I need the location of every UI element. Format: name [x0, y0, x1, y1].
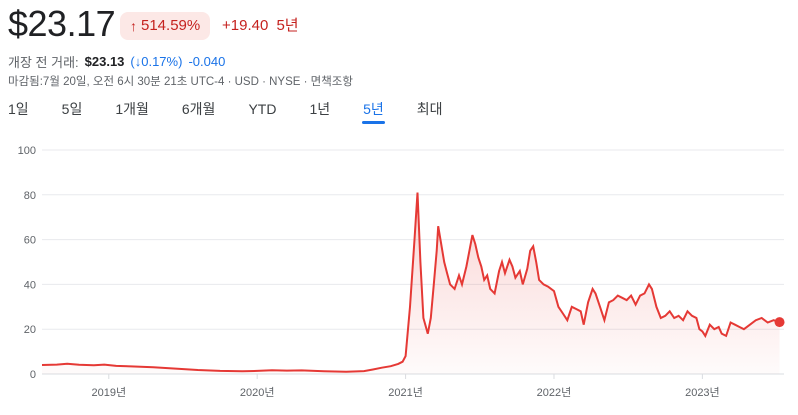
y-tick-label: 0 — [30, 369, 36, 381]
x-tick-label: 2021년 — [388, 386, 423, 399]
change-absolute: +19.40 5년 — [222, 12, 299, 40]
price-line — [41, 192, 780, 373]
tab-5y[interactable]: 5년 — [362, 98, 385, 124]
y-tick-label: 100 — [18, 145, 36, 157]
arrow-up-icon: ↑ — [130, 18, 137, 34]
range-tabs: 1일 5일 1개월 6개월 YTD 1년 5년 최대 — [8, 98, 476, 124]
change-value: +19.40 — [222, 17, 269, 34]
y-tick-label: 40 — [24, 279, 36, 291]
tab-ytd[interactable]: YTD — [248, 101, 277, 117]
x-tick-label: 2022년 — [537, 386, 572, 399]
tab-1y[interactable]: 1년 — [309, 101, 331, 117]
premarket-row: 개장 전 거래: $23.13 (↓0.17%) -0.040 — [8, 52, 225, 71]
stock-price: $23.17 — [8, 3, 116, 44]
tab-max[interactable]: 최대 — [416, 101, 443, 117]
y-tick-label: 80 — [24, 190, 36, 202]
x-tick-label: 2020년 — [240, 386, 275, 399]
x-tick-label: 2019년 — [91, 386, 126, 399]
price-chart[interactable]: 0 20 40 60 80 100 2019년 2020년 2021년 2022년 2023년 — [0, 130, 798, 415]
change-percent: 514.59% — [141, 17, 201, 34]
x-tick-label: 2023년 — [685, 386, 720, 399]
change-percent-badge: ↑ 514.59% — [120, 12, 211, 40]
y-tick-label: 60 — [24, 235, 36, 247]
y-axis-labels: 0 20 40 60 80 100 — [18, 145, 36, 381]
premarket-percent: (↓0.17%) — [130, 54, 183, 69]
premarket-label: 개장 전 거래: — [8, 55, 79, 70]
tab-1m[interactable]: 1개월 — [115, 101, 149, 117]
change-period: 5년 — [276, 17, 299, 34]
tab-1d[interactable]: 1일 — [8, 101, 29, 117]
y-tick-label: 20 — [24, 324, 36, 336]
premarket-price: $23.13 — [84, 54, 125, 69]
price-area — [42, 192, 780, 374]
premarket-change: -0.040 — [188, 54, 226, 69]
tab-6m[interactable]: 6개월 — [181, 101, 216, 117]
last-price-dot — [774, 317, 785, 328]
tab-5d[interactable]: 5일 — [61, 101, 83, 117]
market-meta: 마감됨:7월 20일, 오전 6시 30분 21초 UTC-4 · USD · … — [8, 76, 353, 88]
x-axis-labels: 2019년 2020년 2021년 2022년 2023년 — [91, 374, 720, 399]
